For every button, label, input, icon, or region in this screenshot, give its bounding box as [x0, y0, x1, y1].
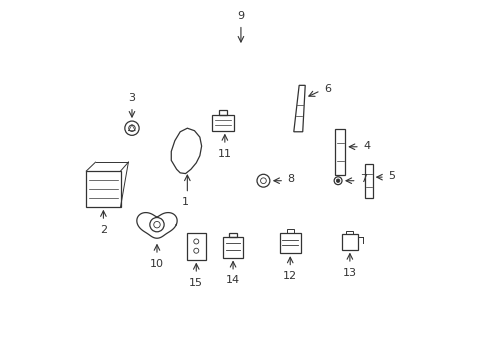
Text: 1: 1 [182, 197, 189, 207]
Text: 13: 13 [342, 267, 356, 278]
Bar [341, 234, 357, 249]
Bar [346, 231, 353, 234]
Text: 12: 12 [283, 271, 297, 281]
Bar [86, 171, 121, 207]
Text: 7: 7 [360, 174, 366, 184]
Bar [228, 233, 237, 237]
Text: 3: 3 [128, 93, 135, 103]
Bar [186, 233, 205, 260]
Bar [279, 233, 300, 253]
Text: 5: 5 [387, 171, 395, 181]
Circle shape [336, 179, 339, 183]
Text: 9: 9 [237, 11, 244, 21]
Text: 14: 14 [225, 275, 240, 285]
Text: 15: 15 [189, 278, 203, 288]
Bar [218, 111, 227, 114]
Bar [212, 114, 233, 131]
Text: 8: 8 [287, 174, 294, 184]
Text: 10: 10 [150, 258, 163, 269]
Text: 11: 11 [218, 149, 231, 158]
Text: 2: 2 [100, 225, 107, 235]
Bar [286, 229, 293, 233]
Text: 6: 6 [324, 84, 330, 94]
Text: 4: 4 [363, 141, 370, 151]
Bar [223, 237, 243, 257]
